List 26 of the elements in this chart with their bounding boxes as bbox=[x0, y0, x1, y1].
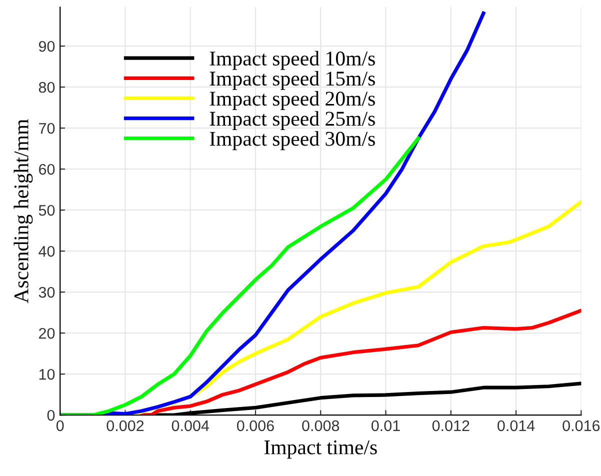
x-tick-label: 0.002 bbox=[106, 420, 144, 432]
y-tick-label: 70 bbox=[39, 122, 55, 134]
y-tick-label: 10 bbox=[39, 368, 55, 380]
legend-label: Impact speed 20m/s bbox=[210, 91, 375, 110]
legend-label: Impact speed 10m/s bbox=[210, 50, 375, 70]
x-tick-label: 0.004 bbox=[172, 420, 210, 432]
y-tick-label: 40 bbox=[38, 246, 55, 257]
y-tick-label: 90 bbox=[38, 40, 55, 52]
legend-label: Impact speed 15m/s bbox=[210, 70, 375, 90]
y-tick-label: 60 bbox=[39, 164, 55, 175]
x-axis-title: Impact time/s bbox=[264, 440, 377, 459]
y-tick-label: 0 bbox=[47, 410, 55, 421]
x-tick-label: 0.016 bbox=[562, 420, 600, 432]
y-axis-title: Ascending height/mm bbox=[14, 119, 33, 304]
x-tick-label: 0.014 bbox=[498, 420, 535, 432]
x-tick-label: 0.008 bbox=[302, 420, 340, 432]
y-tick-label: 30 bbox=[38, 286, 55, 298]
legend-label: Impact speed 25m/s bbox=[210, 111, 375, 130]
x-tick-label: 0.006 bbox=[236, 420, 274, 432]
x-tick-label: 0.01 bbox=[372, 420, 400, 432]
x-tick-label: 0 bbox=[56, 420, 64, 432]
y-tick-label: 50 bbox=[38, 204, 55, 216]
y-tick-label: 80 bbox=[38, 82, 55, 93]
legend-label: Impact speed 30m/s bbox=[210, 131, 375, 150]
x-tick-label: 0.012 bbox=[432, 420, 470, 432]
y-tick-label: 20 bbox=[39, 328, 55, 339]
